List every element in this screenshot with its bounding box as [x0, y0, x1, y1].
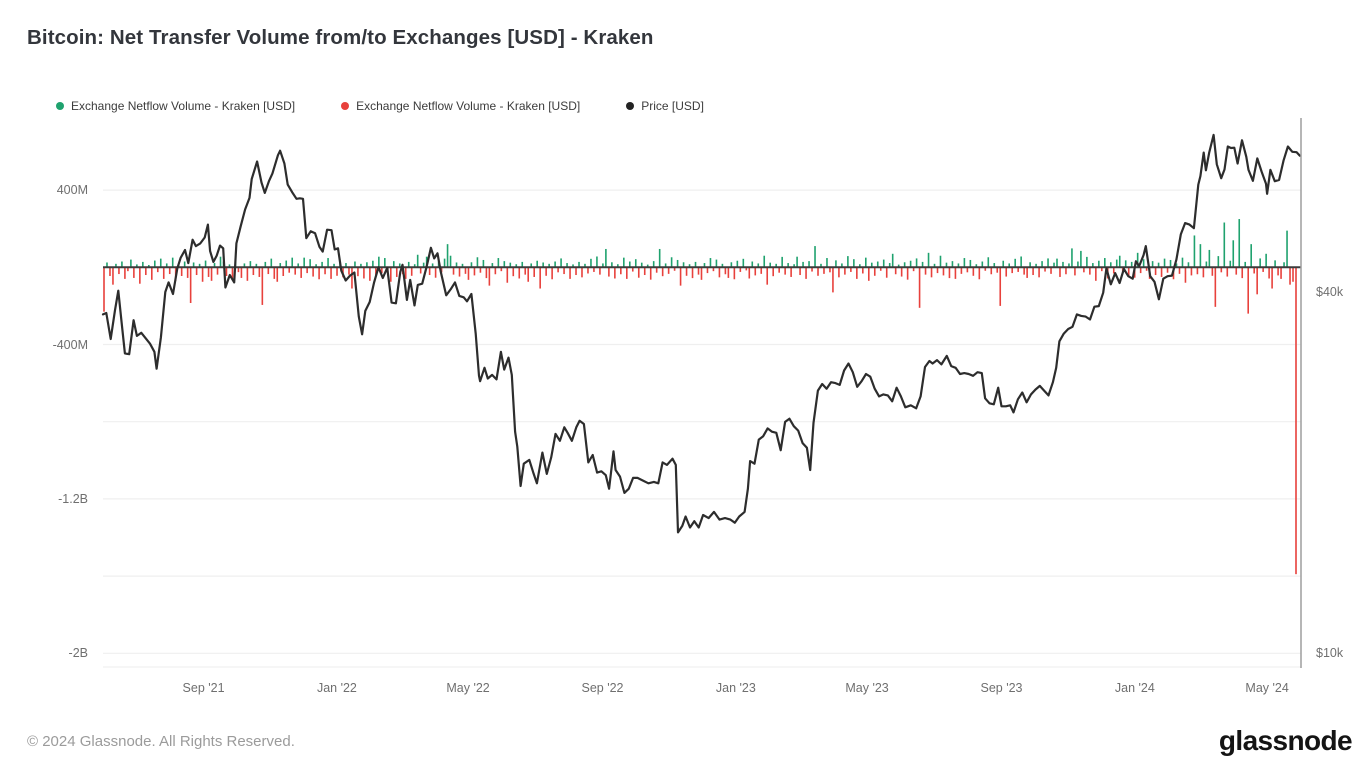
- x-axis-tick: Jan '24: [1114, 681, 1155, 695]
- red-dot-icon: [341, 102, 350, 110]
- y-axis-right-tick: $10k: [1316, 646, 1344, 661]
- y-axis-left-tick: -2B: [68, 646, 88, 661]
- glassnode-logo: glassnode: [1218, 725, 1353, 756]
- green-dot-icon: [56, 102, 64, 110]
- x-axis-tick: May '23: [845, 681, 889, 695]
- x-axis-tick: Jan '23: [715, 681, 756, 695]
- legend-item-netflow-positive[interactable]: Exchange Netflow Volume - Kraken [USD]: [56, 99, 295, 113]
- y-axis-right-tick: $40k: [1316, 285, 1344, 299]
- x-axis-tick: Sep '22: [581, 681, 624, 695]
- x-axis-tick: Jan '22: [316, 681, 357, 695]
- page-title: Bitcoin: Net Transfer Volume from/to Exc…: [27, 26, 654, 49]
- y-axis-left-tick: -1.2B: [58, 491, 88, 506]
- copyright-text: © 2024 Glassnode. All Rights Reserved.: [27, 733, 295, 750]
- legend-label: Price [USD]: [641, 99, 704, 113]
- x-axis-tick: Sep '21: [182, 681, 225, 695]
- x-axis-tick: May '22: [446, 681, 490, 695]
- legend-item-price[interactable]: Price [USD]: [626, 99, 704, 113]
- x-axis-tick: May '24: [1245, 681, 1289, 695]
- legend-item-netflow-negative[interactable]: Exchange Netflow Volume - Kraken [USD]: [341, 99, 580, 113]
- x-axis-tick: Sep '23: [980, 681, 1023, 695]
- legend: Exchange Netflow Volume - Kraken [USD] E…: [56, 99, 704, 113]
- y-axis-left-tick: -400M: [52, 337, 88, 352]
- legend-label: Exchange Netflow Volume - Kraken [USD]: [71, 99, 296, 113]
- legend-label: Exchange Netflow Volume - Kraken [USD]: [356, 99, 581, 113]
- black-dot-icon: [626, 102, 635, 110]
- y-axis-left-tick: 400M: [56, 183, 88, 198]
